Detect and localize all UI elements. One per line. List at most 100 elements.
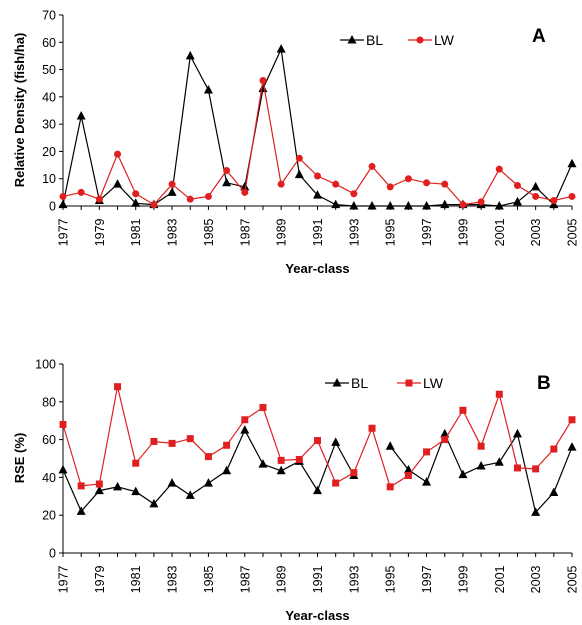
data-point-lw xyxy=(332,180,340,188)
x-tick-label: 1979 xyxy=(93,218,107,246)
x-tick-label: 1993 xyxy=(347,565,361,593)
data-point-bl xyxy=(185,490,195,499)
data-point-bl xyxy=(313,190,322,199)
data-point-lw xyxy=(477,442,485,450)
data-point-lw xyxy=(241,416,249,424)
data-point-bl xyxy=(331,437,341,446)
data-point-bl xyxy=(567,158,577,168)
data-point-lw xyxy=(95,480,103,488)
data-point-bl xyxy=(240,425,250,434)
data-point-lw xyxy=(350,469,358,477)
data-point-lw xyxy=(168,439,176,447)
data-point-lw xyxy=(495,390,503,398)
data-point-bl xyxy=(512,196,522,206)
legend-marker-bl xyxy=(347,35,357,44)
data-point-bl xyxy=(240,181,250,191)
data-point-lw xyxy=(477,198,485,206)
data-point-bl xyxy=(494,201,504,210)
data-point-lw xyxy=(186,435,194,443)
data-point-bl xyxy=(476,461,486,470)
data-point-bl xyxy=(458,469,468,479)
data-point-lw xyxy=(95,195,103,203)
series-line-lw xyxy=(62,386,573,488)
panel-label: B xyxy=(537,373,551,394)
data-point-bl xyxy=(276,44,286,53)
data-point-bl xyxy=(258,83,268,93)
data-point-lw xyxy=(513,182,521,190)
data-point-bl xyxy=(113,481,123,491)
x-tick-label: 1987 xyxy=(238,565,252,593)
series-bl xyxy=(58,44,577,210)
data-point-bl xyxy=(385,201,395,210)
legend-label-lw: LW xyxy=(434,32,455,48)
data-point-bl xyxy=(258,459,268,468)
data-point-bl xyxy=(549,487,559,497)
series-lw xyxy=(59,76,576,209)
data-point-bl xyxy=(76,506,86,515)
y-tick-label: 20 xyxy=(42,509,56,523)
data-point-lw xyxy=(59,420,67,428)
data-point-bl xyxy=(512,428,522,438)
data-point-bl xyxy=(440,199,450,209)
x-tick-label: 2003 xyxy=(529,565,543,593)
chart-panel-b: 0 20 40 60 80 100 1977 1979 1981 1983 1985 1987 1989… xyxy=(12,358,580,624)
data-point-lw xyxy=(423,179,431,187)
data-point-bl xyxy=(567,442,577,451)
y-tick-label: 80 xyxy=(42,395,56,409)
x-tick-label: 1983 xyxy=(166,565,180,593)
x-tick-label: 2005 xyxy=(566,218,580,246)
legend-label-lw: LW xyxy=(423,375,444,391)
x-tick-label: 1993 xyxy=(347,218,361,246)
y-tick-label: 10 xyxy=(42,172,56,186)
x-tick-label: 1985 xyxy=(202,218,216,246)
panel-label: A xyxy=(532,26,546,47)
data-point-lw xyxy=(223,167,231,175)
data-point-lw xyxy=(277,180,285,188)
data-point-lw xyxy=(404,472,412,480)
data-point-lw xyxy=(459,201,467,209)
data-point-bl xyxy=(222,465,232,475)
data-point-bl xyxy=(185,50,195,60)
data-point-lw xyxy=(568,416,576,424)
data-point-bl xyxy=(76,110,86,120)
data-point-lw xyxy=(368,424,376,432)
legend-marker-lw xyxy=(405,379,413,387)
data-point-lw xyxy=(550,445,558,453)
y-tick-label: 20 xyxy=(42,145,56,159)
y-tick-label: 100 xyxy=(35,358,56,372)
legend: BL LW xyxy=(340,32,455,48)
legend-marker-bl xyxy=(332,378,342,387)
x-tick-label: 2003 xyxy=(529,218,543,246)
y-tick-label: 30 xyxy=(42,118,56,132)
data-point-lw xyxy=(532,465,540,473)
data-point-lw xyxy=(368,162,376,170)
data-point-bl xyxy=(276,465,286,475)
data-point-lw xyxy=(386,183,394,191)
x-tick-label: 1989 xyxy=(275,218,289,246)
legend-label-bl: BL xyxy=(351,375,368,391)
data-point-lw xyxy=(295,455,303,463)
x-tick-label: 1995 xyxy=(384,218,398,246)
legend-marker-lw xyxy=(416,36,424,44)
data-point-lw xyxy=(550,197,558,205)
data-point-bl xyxy=(131,486,141,496)
data-point-bl xyxy=(403,201,413,210)
x-tick-label: 1977 xyxy=(57,565,71,593)
data-point-bl xyxy=(131,198,141,207)
y-tick-label: 40 xyxy=(42,471,56,485)
data-point-lw xyxy=(204,453,212,461)
data-point-bl xyxy=(203,478,213,487)
x-tick-label: 1991 xyxy=(311,218,325,246)
data-point-lw xyxy=(314,172,321,180)
data-point-bl xyxy=(203,85,213,94)
data-point-bl xyxy=(313,485,322,495)
data-point-lw xyxy=(314,437,321,445)
legend: BL LW xyxy=(325,375,444,391)
data-point-lw xyxy=(495,165,503,173)
chart-panel-a: 0 10 20 30 40 50 60 70 1977 1979 1981 1983 1985 1987 1… xyxy=(12,9,580,277)
data-point-bl xyxy=(331,199,341,209)
x-axis-title: Year-class xyxy=(285,261,349,276)
data-point-bl xyxy=(58,464,68,474)
x-tick-label: 1995 xyxy=(384,565,398,593)
